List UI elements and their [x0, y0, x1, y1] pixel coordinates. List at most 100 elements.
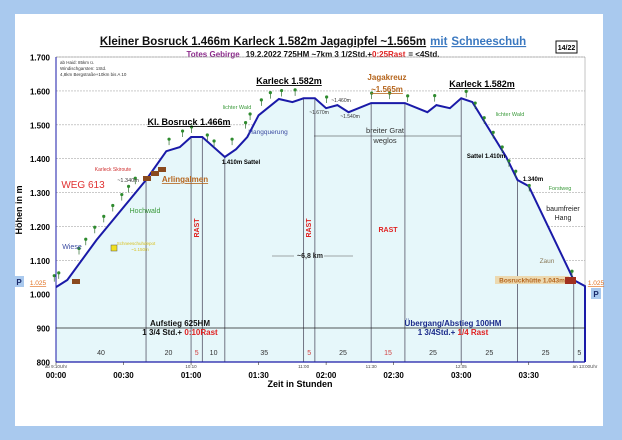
- tree-icon: [370, 91, 374, 100]
- profile-line: [55, 97, 586, 362]
- label-elev: ~1.460m: [331, 98, 351, 104]
- notes: ab Haid: 85km ü. Windischgarsten: 1Std. …: [60, 60, 127, 77]
- tree-crown: [570, 269, 574, 273]
- segment-minutes-label: 25: [429, 350, 437, 357]
- x-tick-label: 01:30: [248, 371, 269, 380]
- label-uebergang-time: 1 3/4Std.+ 1/4 Rast: [418, 328, 489, 337]
- segment-minutes-label: 20: [165, 350, 173, 357]
- tree-icon: [102, 214, 106, 223]
- label-weg-613: WEG 613: [61, 180, 105, 191]
- tree-icon: [212, 139, 216, 147]
- tree-icon: [388, 91, 392, 100]
- segment-minutes-label: 15: [384, 350, 392, 357]
- tree-icon: [111, 203, 115, 212]
- label-lichter-wald: lichter Wald: [496, 112, 525, 118]
- label-depot-elev: ~1.150m: [131, 247, 149, 252]
- label-karleck-1: Karleck 1.582m: [256, 76, 322, 86]
- tree-crown: [243, 121, 248, 125]
- clock-time-label: 10:10: [185, 364, 197, 369]
- tree-icon: [84, 237, 88, 246]
- aufstieg-rest: 0:10Rast: [184, 328, 218, 337]
- tree-crown: [388, 91, 392, 95]
- tree-crown: [259, 98, 263, 102]
- label-hochwald: Hochwald: [130, 208, 161, 215]
- tree-crown: [230, 137, 234, 141]
- tree-crown: [280, 88, 284, 93]
- tree-crown: [473, 101, 477, 105]
- x-tick-label: 00:00: [46, 371, 67, 380]
- label-wiese: Wiese: [62, 244, 82, 251]
- huette-label-bg: [495, 276, 569, 284]
- segment-minutes-label: 5: [307, 350, 311, 357]
- label-aufstieg-time: 1 3/4 Std.+ 0:10Rast: [142, 328, 218, 337]
- y-tick-label: 1.100: [30, 257, 51, 266]
- parking-label: P: [16, 278, 22, 287]
- trees: [52, 88, 574, 282]
- label-end-elev: 1.025: [588, 280, 605, 287]
- tree-crown: [406, 94, 410, 98]
- tree-crown: [527, 183, 531, 188]
- tree-icon: [205, 133, 209, 141]
- label-distance: ~6,8 km: [297, 253, 323, 260]
- tree-crown: [212, 139, 216, 143]
- y-tick-label: 900: [37, 325, 51, 334]
- label-rast: RAST: [194, 218, 201, 238]
- tree-icon: [406, 94, 410, 102]
- label-elev: ~1.540m: [340, 114, 360, 120]
- label-uebergang: Übergang/Abstieg 100HM: [405, 319, 502, 328]
- tree-icon: [167, 137, 171, 146]
- y-tick-label: 1.700: [30, 54, 51, 63]
- parking-icon: [14, 276, 24, 287]
- y-tick-label: 1.300: [30, 189, 51, 198]
- annotations: Karleck 1.582m Kl. Bosruck 1.466m Jagakr…: [14, 73, 605, 337]
- label-bosruckhuette: Bosruckhütte 1.043m: [499, 278, 565, 285]
- y-tick-label: 1.200: [30, 223, 51, 232]
- tree-icon: [268, 91, 272, 99]
- tree-icon: [120, 192, 124, 201]
- tree-crown: [133, 176, 137, 180]
- label-sattel-2: Sattel 1.410m: [467, 154, 505, 160]
- page-badge: [555, 40, 578, 54]
- tree-icon: [57, 271, 61, 279]
- label-hangquerung: Hangquerung: [248, 129, 288, 136]
- label-breiter-grat: breiter Grat: [366, 126, 405, 135]
- tree-crown: [248, 112, 252, 116]
- note-line: Windischgarsten: 1Std.: [60, 66, 106, 71]
- tree-icon: [230, 137, 234, 146]
- tree-icon: [293, 88, 297, 96]
- segment-minutes-label: 40: [97, 350, 105, 357]
- tree-icon: [491, 130, 495, 139]
- label-weglos: weglos: [372, 136, 397, 145]
- tree-crown: [433, 94, 437, 98]
- tree-crown: [507, 159, 511, 163]
- clock-time-label: 11:00: [298, 364, 309, 369]
- tree-icon: [180, 129, 185, 138]
- tree-icon: [52, 274, 56, 282]
- tree-crown: [126, 184, 131, 188]
- hut-icon: [151, 171, 159, 176]
- title-schneeschuh: Schneeschuh: [451, 36, 526, 48]
- label-start-elev: 1.025: [30, 280, 47, 287]
- segment-minutes-label: 25: [339, 350, 347, 357]
- label-elev: ~1.670m: [309, 110, 329, 116]
- tree-icon: [570, 269, 574, 278]
- segment-minutes-label: 5: [577, 350, 581, 357]
- segment-minutes-label: 35: [260, 350, 268, 357]
- segment-minutes-label: 5: [195, 350, 199, 357]
- label-rast: RAST: [378, 227, 398, 234]
- tree-crown: [189, 125, 194, 129]
- clock-time-label: 12:05: [456, 364, 468, 369]
- x-tick-label: 02:00: [316, 371, 337, 380]
- label-skiroute: Karleck Skiroute: [95, 167, 132, 173]
- tree-icon: [527, 183, 531, 192]
- subtitle-total: = <4Std.: [408, 50, 439, 59]
- parking-icon: [591, 288, 601, 299]
- hut-icon: [72, 279, 80, 284]
- note-line: 4,8km Bergstraße+10km bis A 10: [60, 72, 127, 77]
- x-tick-label: 03:00: [451, 371, 472, 380]
- label-bosruck: Kl. Bosruck 1.466m: [147, 117, 230, 127]
- label-sattel-1: 1.410m Sattel: [222, 160, 261, 166]
- tree-crown: [500, 145, 504, 149]
- tree-crown: [268, 91, 272, 95]
